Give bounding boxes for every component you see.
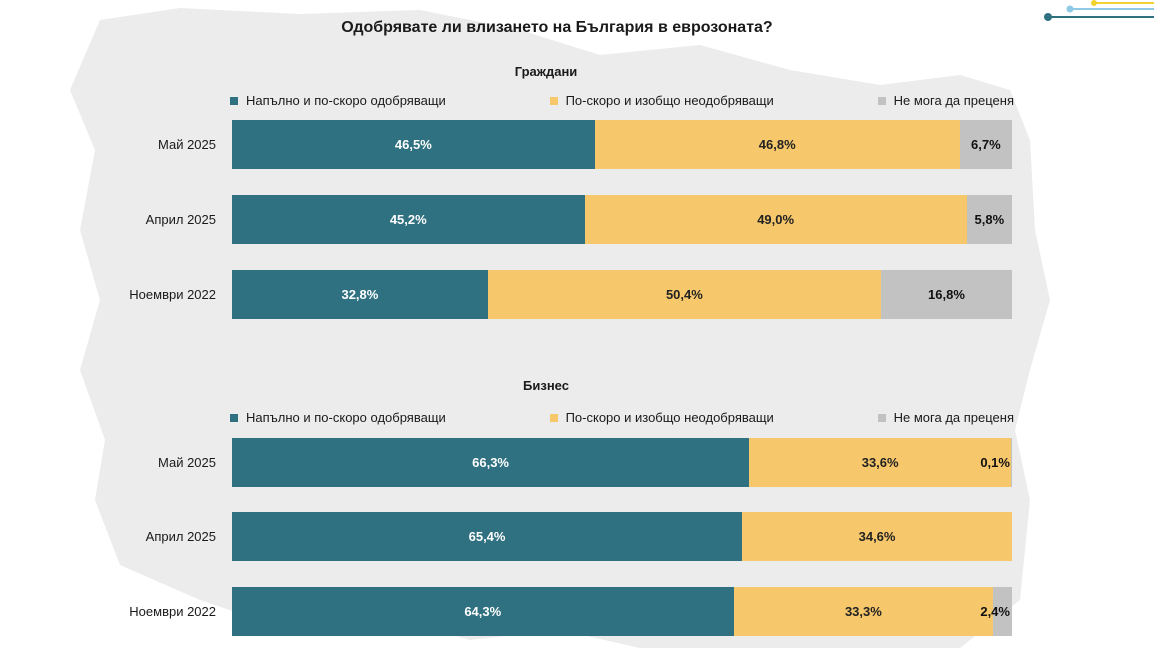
data-label: 65,4% xyxy=(468,529,506,544)
bar-segment: 5,8% xyxy=(966,195,1012,244)
data-label: 0,1% xyxy=(980,455,1010,470)
data-label: 64,3% xyxy=(464,604,502,619)
legend-swatch xyxy=(230,96,238,105)
legend-label: По-скоро и изобщо неодобряващи xyxy=(565,410,774,425)
stacked-bar: 46,5% 46,8% 6,7% xyxy=(232,120,1012,169)
legend-item: Не мога да преценя xyxy=(877,410,1014,425)
data-label: 5,8% xyxy=(974,212,1005,227)
data-label: 45,2% xyxy=(389,212,427,227)
legend-swatch xyxy=(549,96,558,105)
category-label: Ноември 2022 xyxy=(129,604,216,619)
stacked-bar: 66,3% 33,6% 0,1% xyxy=(232,438,1012,487)
legend-item: По-скоро и изобщо неодобряващи xyxy=(549,93,774,108)
category-label: Ноември 2022 xyxy=(129,287,216,302)
legend-swatch xyxy=(877,96,886,105)
decor-dot-yellow xyxy=(1091,0,1097,6)
bar-segment: 64,3% xyxy=(232,587,734,636)
stacked-bar: 45,2% 49,0% 5,8% xyxy=(232,195,1012,244)
legend-swatch xyxy=(549,413,558,422)
bar-segment: 49,0% xyxy=(584,195,967,244)
bar-segment: 2,4% xyxy=(980,587,1012,636)
data-label: 32,8% xyxy=(341,287,379,302)
decor-dot-blue xyxy=(1066,5,1074,13)
section-title-1: Бизнес xyxy=(523,378,569,393)
legend-label: По-скоро и изобщо неодобряващи xyxy=(565,93,774,108)
stacked-bar: 64,3% 33,3% 2,4% xyxy=(232,587,1012,636)
bar-segment: 46,5% xyxy=(232,120,595,169)
bar-segment: 32,8% xyxy=(232,270,488,319)
data-label: 46,5% xyxy=(394,137,432,152)
data-label: 34,6% xyxy=(858,529,896,544)
category-label: Април 2025 xyxy=(145,529,216,544)
bar-segment: 46,8% xyxy=(594,120,960,169)
legend-swatch xyxy=(877,413,886,422)
bar-segment: 16,8% xyxy=(880,270,1012,319)
bar-segment: 50,4% xyxy=(487,270,881,319)
data-label: 2,4% xyxy=(980,604,1010,619)
legend-item: Не мога да преценя xyxy=(877,93,1014,108)
data-label: 6,7% xyxy=(971,137,1001,152)
category-label: Май 2025 xyxy=(158,137,216,152)
bar-segment: 0,1% xyxy=(980,438,1012,487)
legend-label: Напълно и по-скоро одобряващи xyxy=(246,93,446,108)
decor-dot-teal xyxy=(1044,13,1052,21)
bar-segment: 6,7% xyxy=(959,120,1012,169)
data-label: 16,8% xyxy=(928,287,965,302)
bar-segment: 66,3% xyxy=(232,438,750,487)
data-label: 50,4% xyxy=(665,287,703,302)
legend-label: Не мога да преценя xyxy=(893,410,1014,425)
legend-label: Напълно и по-скоро одобряващи xyxy=(246,410,446,425)
data-label: 46,8% xyxy=(758,137,796,152)
legend-item: Напълно и по-скоро одобряващи xyxy=(230,410,446,425)
legend-label: Не мога да преценя xyxy=(893,93,1014,108)
category-label: Април 2025 xyxy=(145,212,216,227)
legend-item: Напълно и по-скоро одобряващи xyxy=(230,93,446,108)
data-label: 33,6% xyxy=(861,455,899,470)
chart-title: Одобрявате ли влизането на България в ев… xyxy=(341,19,773,36)
bar-segment: 45,2% xyxy=(232,195,585,244)
bar-segment: 34,6% xyxy=(742,512,1012,561)
legend-1: Напълно и по-скоро одобряващи По-скоро и … xyxy=(230,410,1014,425)
legend-item: По-скоро и изобщо неодобряващи xyxy=(549,410,774,425)
bar-segment: 33,6% xyxy=(749,438,1012,487)
category-label: Май 2025 xyxy=(158,455,216,470)
data-label: 66,3% xyxy=(472,455,509,470)
legend-swatch xyxy=(230,413,238,422)
bar-segment: 33,3% xyxy=(733,587,994,636)
stacked-bar: 32,8% 50,4% 16,8% xyxy=(232,270,1012,319)
data-label: 49,0% xyxy=(757,212,795,227)
data-label: 33,3% xyxy=(844,604,882,619)
stacked-bar: 65,4% 34,6% xyxy=(232,512,1012,561)
bar-segment: 65,4% xyxy=(232,512,743,561)
section-title-0: Граждани xyxy=(514,64,578,79)
legend-0: Напълно и по-скоро одобряващи По-скоро и … xyxy=(230,93,1014,108)
